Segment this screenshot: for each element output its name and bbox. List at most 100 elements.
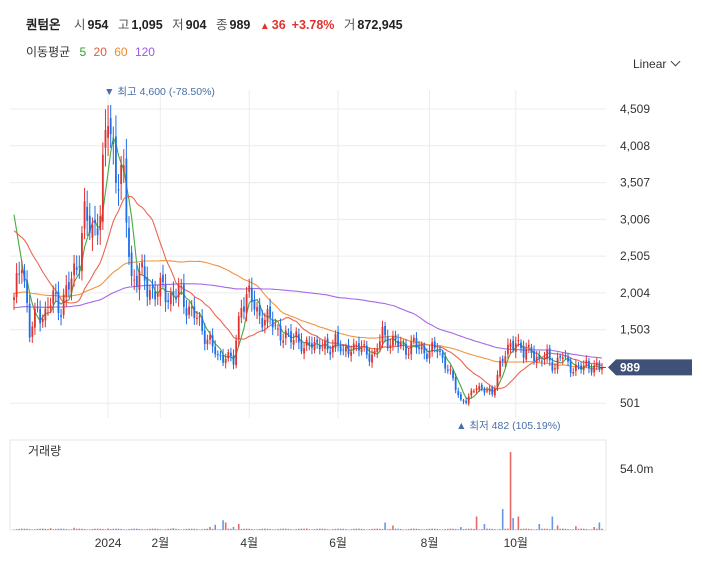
moving-average-legend[interactable]: 이동평균 5 20 60 120 <box>26 43 159 60</box>
candle-body <box>277 328 279 330</box>
candle-body <box>162 274 164 283</box>
volume-bar <box>44 528 47 530</box>
price-tick-label: 3,507 <box>620 176 650 190</box>
candle-body <box>57 291 60 314</box>
volume-bar <box>415 528 418 530</box>
candle-body <box>423 345 426 354</box>
candle-body <box>522 346 525 358</box>
candle-body <box>436 349 439 353</box>
volume-bar <box>177 529 180 530</box>
volume-bar <box>507 528 509 530</box>
candle-body <box>73 263 76 276</box>
volume-bar <box>405 529 407 530</box>
volume-bar <box>345 529 347 530</box>
candle-body <box>28 303 31 338</box>
volume-bar <box>156 528 159 530</box>
volume-bar <box>240 528 243 530</box>
candle-body <box>91 224 94 238</box>
candle-body <box>67 282 70 290</box>
candle-body <box>517 340 520 342</box>
volume-bar <box>49 528 52 530</box>
volume-bar <box>125 529 128 530</box>
volume-bar <box>224 522 227 530</box>
volume-bar <box>115 528 117 530</box>
volume-bar <box>253 529 256 530</box>
candle-body <box>23 270 26 282</box>
ma-120-label: 120 <box>134 45 155 59</box>
candle-body <box>355 344 358 346</box>
volume-bar <box>318 528 321 530</box>
candle-body <box>36 307 39 309</box>
candle-body <box>567 357 569 362</box>
volume-bar <box>305 528 308 530</box>
volume-bar <box>141 529 143 530</box>
candle-body <box>266 309 269 323</box>
candle-body <box>222 354 224 363</box>
volume-bar <box>394 528 397 530</box>
candle-body <box>467 396 470 404</box>
candle-body <box>543 357 546 360</box>
candle-body <box>572 372 575 374</box>
volume-bar <box>381 529 384 530</box>
candle-body <box>175 298 177 300</box>
candle-body <box>148 290 151 300</box>
candle-body <box>397 340 400 347</box>
volume-bar <box>376 528 379 530</box>
candle-body <box>459 394 462 400</box>
low-value: 904 <box>185 18 207 32</box>
volume-bar <box>504 528 507 530</box>
candle-body <box>525 349 528 360</box>
volume-bar <box>219 529 222 530</box>
volume-bar <box>460 527 462 530</box>
candle-body <box>143 266 146 281</box>
candle-body <box>96 228 99 236</box>
ma-60-line <box>13 260 602 370</box>
candle-body <box>88 215 91 233</box>
volume-bar <box>402 529 405 530</box>
candle-body <box>595 362 598 366</box>
volume-bar <box>334 528 337 530</box>
volume-bar <box>522 528 525 530</box>
candle-body <box>452 370 454 379</box>
grid <box>10 90 606 418</box>
candle-body <box>78 266 81 268</box>
volume-bar <box>290 529 292 530</box>
volume-bar <box>350 529 352 530</box>
volume-bar <box>541 528 543 530</box>
volume-bar <box>130 528 133 530</box>
volume-bar <box>517 516 520 530</box>
candle-body <box>250 287 253 303</box>
volume-bar <box>57 528 60 530</box>
volume-bar <box>39 528 41 530</box>
candle-body <box>350 351 353 356</box>
candle-body <box>329 351 332 355</box>
candle-body <box>209 335 211 340</box>
candle-body <box>60 315 62 317</box>
ma-legend-title: 이동평균 <box>26 45 71 59</box>
candle-body <box>47 306 49 308</box>
candle-body <box>486 390 488 392</box>
candle-body <box>44 308 47 321</box>
volume-bar <box>214 524 217 530</box>
volume-bar <box>266 528 269 530</box>
candle-body <box>271 319 274 328</box>
high-label: 고 <box>117 18 130 32</box>
volume-bar <box>52 529 54 530</box>
volume-bar <box>287 528 290 530</box>
candle-body <box>261 318 264 328</box>
candle-body <box>491 387 494 395</box>
volume-bar <box>431 528 433 530</box>
volume-bar <box>62 528 65 530</box>
scale-dropdown[interactable]: Linear <box>633 56 681 71</box>
candle-body <box>493 388 496 396</box>
candle-body <box>295 331 298 338</box>
volume-bar <box>569 529 572 530</box>
candle-body <box>384 325 386 336</box>
candle-body <box>284 330 287 339</box>
volume-bar <box>588 529 590 530</box>
volume-panel-frame <box>9 439 607 531</box>
volume-bar <box>337 528 339 530</box>
candle-body <box>588 360 590 369</box>
volume-bar <box>436 528 439 530</box>
